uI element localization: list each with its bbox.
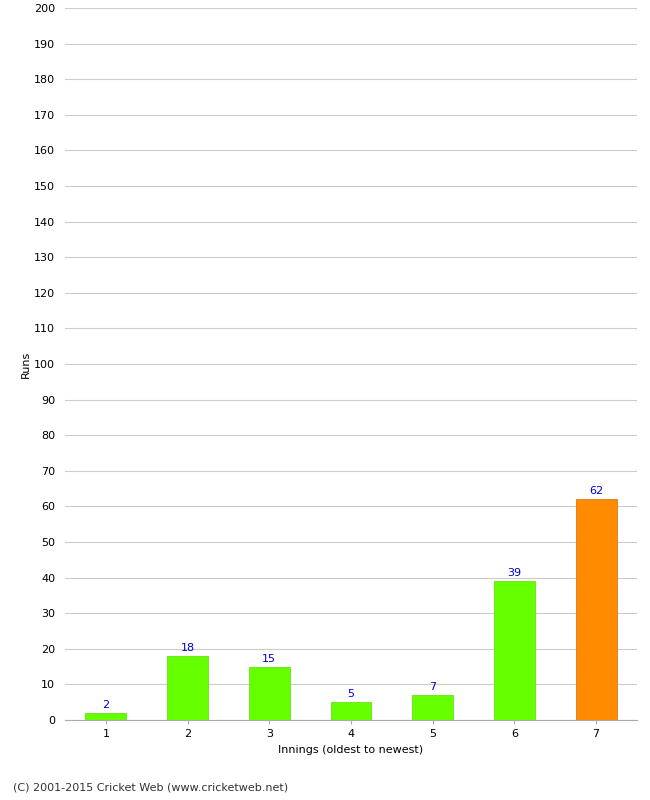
Bar [167, 656, 208, 720]
Bar [85, 713, 126, 720]
X-axis label: Innings (oldest to newest): Innings (oldest to newest) [278, 745, 424, 754]
Text: 2: 2 [102, 700, 109, 710]
Bar [331, 702, 371, 720]
Bar [576, 499, 617, 720]
Bar [412, 695, 453, 720]
Text: 62: 62 [589, 486, 603, 497]
Text: 5: 5 [348, 690, 354, 699]
Text: 15: 15 [263, 654, 276, 664]
Y-axis label: Runs: Runs [21, 350, 31, 378]
Bar [494, 581, 535, 720]
Bar [249, 666, 290, 720]
Text: 18: 18 [181, 643, 194, 653]
Text: 39: 39 [508, 568, 521, 578]
Text: (C) 2001-2015 Cricket Web (www.cricketweb.net): (C) 2001-2015 Cricket Web (www.cricketwe… [13, 782, 288, 792]
Text: 7: 7 [429, 682, 436, 692]
